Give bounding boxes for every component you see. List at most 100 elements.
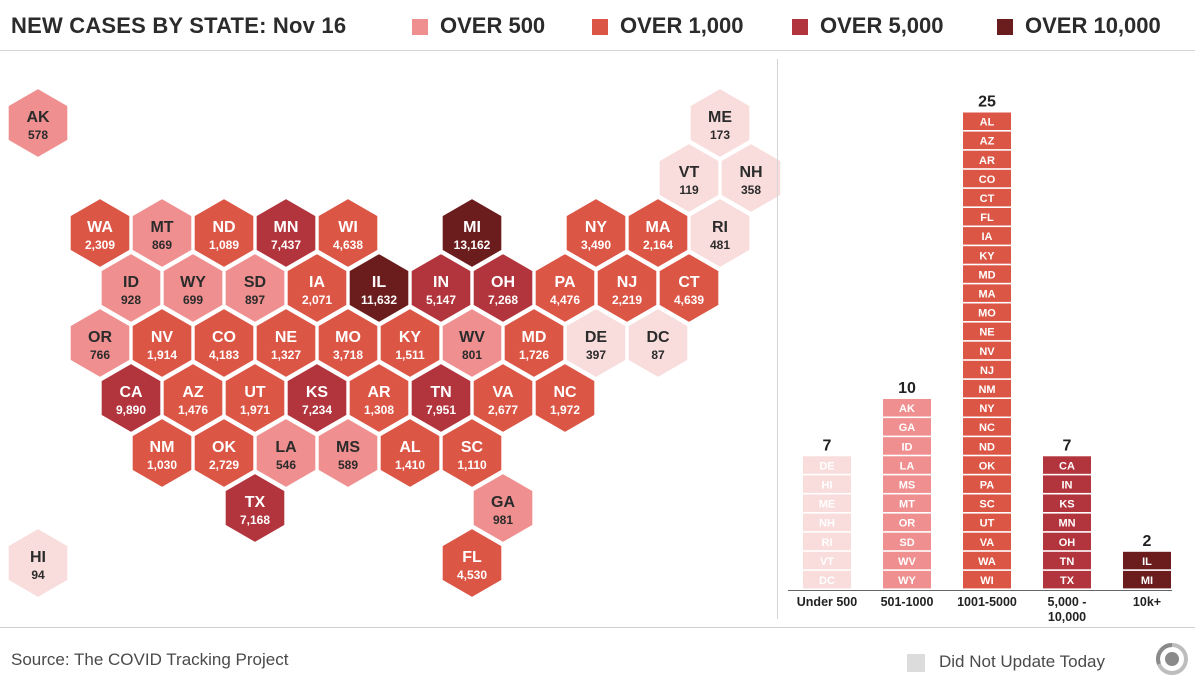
footer-divider xyxy=(0,627,1195,628)
bar-segment xyxy=(803,494,851,512)
hex-shape xyxy=(409,251,473,325)
hex-value-label: 928 xyxy=(121,293,141,307)
hex-shape xyxy=(657,251,721,325)
bar-segment xyxy=(963,112,1011,130)
hex-shape xyxy=(564,306,628,380)
bar-segment xyxy=(963,551,1011,570)
hex-value-label: 3,718 xyxy=(333,348,363,362)
bar-segment-label: WA xyxy=(978,556,996,568)
bar-segment xyxy=(803,570,851,589)
bar-segment xyxy=(963,360,1011,379)
bar-segment xyxy=(1043,513,1091,532)
hex-tile-ks: KS 7,234 xyxy=(285,361,349,435)
header-divider xyxy=(0,50,1195,51)
hex-shape xyxy=(68,196,132,270)
bar-count-label: 7 xyxy=(823,437,832,454)
hex-tile-ne: NE 1,327 xyxy=(254,306,318,380)
bar-segment xyxy=(883,418,931,436)
hex-shape xyxy=(130,196,194,270)
hex-value-label: 119 xyxy=(679,183,699,197)
bar-segment-label: SC xyxy=(979,499,994,511)
hex-value-label: 7,951 xyxy=(426,403,456,417)
hex-tile-ut: UT 1,971 xyxy=(223,361,287,435)
hex-state-label: GA xyxy=(491,494,515,511)
hex-value-label: 481 xyxy=(710,238,730,252)
hex-state-label: KY xyxy=(399,329,422,346)
hex-value-label: 1,030 xyxy=(147,458,177,472)
hex-value-label: 94 xyxy=(31,568,45,582)
hex-state-label: MA xyxy=(646,219,671,236)
bar-segment xyxy=(963,475,1011,493)
hex-tile-map: AK 578 ME 173 VT 119 NH 358 WA 2,309 MT 869 ND 1,089 M… xyxy=(6,86,783,600)
hex-shape xyxy=(285,361,349,435)
bar-segment xyxy=(883,570,931,589)
hex-tile-nv: NV 1,914 xyxy=(130,306,194,380)
bar-segment xyxy=(963,227,1011,245)
hex-state-label: AZ xyxy=(182,384,204,401)
header: NEW CASES BY STATE: Nov 16 OVER 500 OVER… xyxy=(0,0,1195,50)
bar-2: AL AZ AR CO CT FL IA KY MD MA MO NE NV NJ NM NY NC ND OK PA… xyxy=(957,94,1017,610)
hex-tile-mi: MI 13,162 xyxy=(440,196,504,270)
hex-value-label: 9,890 xyxy=(116,403,146,417)
hex-value-label: 1,410 xyxy=(395,458,425,472)
bar-segment-label: MA xyxy=(978,288,995,300)
hex-shape xyxy=(6,86,70,160)
bar-segment-label: PA xyxy=(980,479,995,491)
hex-tile-nj: NJ 2,219 xyxy=(595,251,659,325)
hex-value-label: 1,327 xyxy=(271,348,301,362)
bar-segment-label: TX xyxy=(1060,575,1075,587)
bar-segment xyxy=(803,456,851,474)
hex-value-label: 358 xyxy=(741,183,761,197)
hex-shape xyxy=(254,416,318,490)
bar-segment-label: KS xyxy=(1059,499,1074,511)
hex-state-label: IA xyxy=(309,274,325,291)
hex-shape xyxy=(68,306,132,380)
hex-tile-ny: NY 3,490 xyxy=(564,196,628,270)
hex-tile-nd: ND 1,089 xyxy=(192,196,256,270)
hex-value-label: 11,632 xyxy=(361,293,397,307)
hex-value-label: 981 xyxy=(493,513,513,527)
hex-value-label: 1,308 xyxy=(364,403,394,417)
bar-segment xyxy=(1043,494,1091,512)
hex-shape xyxy=(192,306,256,380)
category-tick-label: 10k+ xyxy=(1133,595,1161,609)
hex-shape xyxy=(223,361,287,435)
bar-segment-label: ME xyxy=(819,499,836,511)
bar-segment xyxy=(963,494,1011,512)
bar-segment xyxy=(963,188,1011,207)
hex-shape xyxy=(223,251,287,325)
hex-tile-vt: VT 119 xyxy=(657,141,721,215)
hex-tile-tn: TN 7,951 xyxy=(409,361,473,435)
hex-tile-il: IL 11,632 xyxy=(347,251,411,325)
bar-segment-label: NM xyxy=(978,384,995,396)
hex-shape xyxy=(254,306,318,380)
bar-count-label: 25 xyxy=(978,94,996,111)
bar-segment-label: ND xyxy=(979,441,995,453)
bar-segment-label: TN xyxy=(1060,556,1075,568)
hex-tile-nc: NC 1,972 xyxy=(533,361,597,435)
hex-tile-de: DE 397 xyxy=(564,306,628,380)
bar-segment xyxy=(963,169,1011,188)
legend-label: OVER 5,000 xyxy=(820,13,944,38)
hex-value-label: 1,971 xyxy=(240,403,270,417)
hex-value-label: 173 xyxy=(710,128,730,142)
bar-segment-label: CT xyxy=(980,193,995,205)
bar-0: DE HI ME NH RI VT DC 7 Under 500 xyxy=(797,437,857,609)
hex-shape xyxy=(99,361,163,435)
hex-value-label: 4,638 xyxy=(333,238,363,252)
bar-segment-label: VT xyxy=(820,556,834,568)
legend-swatch xyxy=(412,19,428,35)
hex-value-label: 589 xyxy=(338,458,358,472)
category-tick-label: 5,000 - xyxy=(1048,595,1087,609)
hex-shape xyxy=(6,526,70,600)
bar-count-label: 7 xyxy=(1063,437,1072,454)
bar-segment xyxy=(963,379,1011,398)
hex-tile-tx: TX 7,168 xyxy=(223,471,287,545)
hex-value-label: 1,972 xyxy=(550,403,580,417)
hex-tile-ia: IA 2,071 xyxy=(285,251,349,325)
category-tick-label: 1001-5000 xyxy=(957,595,1017,609)
hex-value-label: 1,476 xyxy=(178,403,208,417)
covid-tracking-project-logo-icon xyxy=(1156,643,1188,675)
bar-segment-label: HI xyxy=(822,479,833,491)
hex-shape xyxy=(440,416,504,490)
